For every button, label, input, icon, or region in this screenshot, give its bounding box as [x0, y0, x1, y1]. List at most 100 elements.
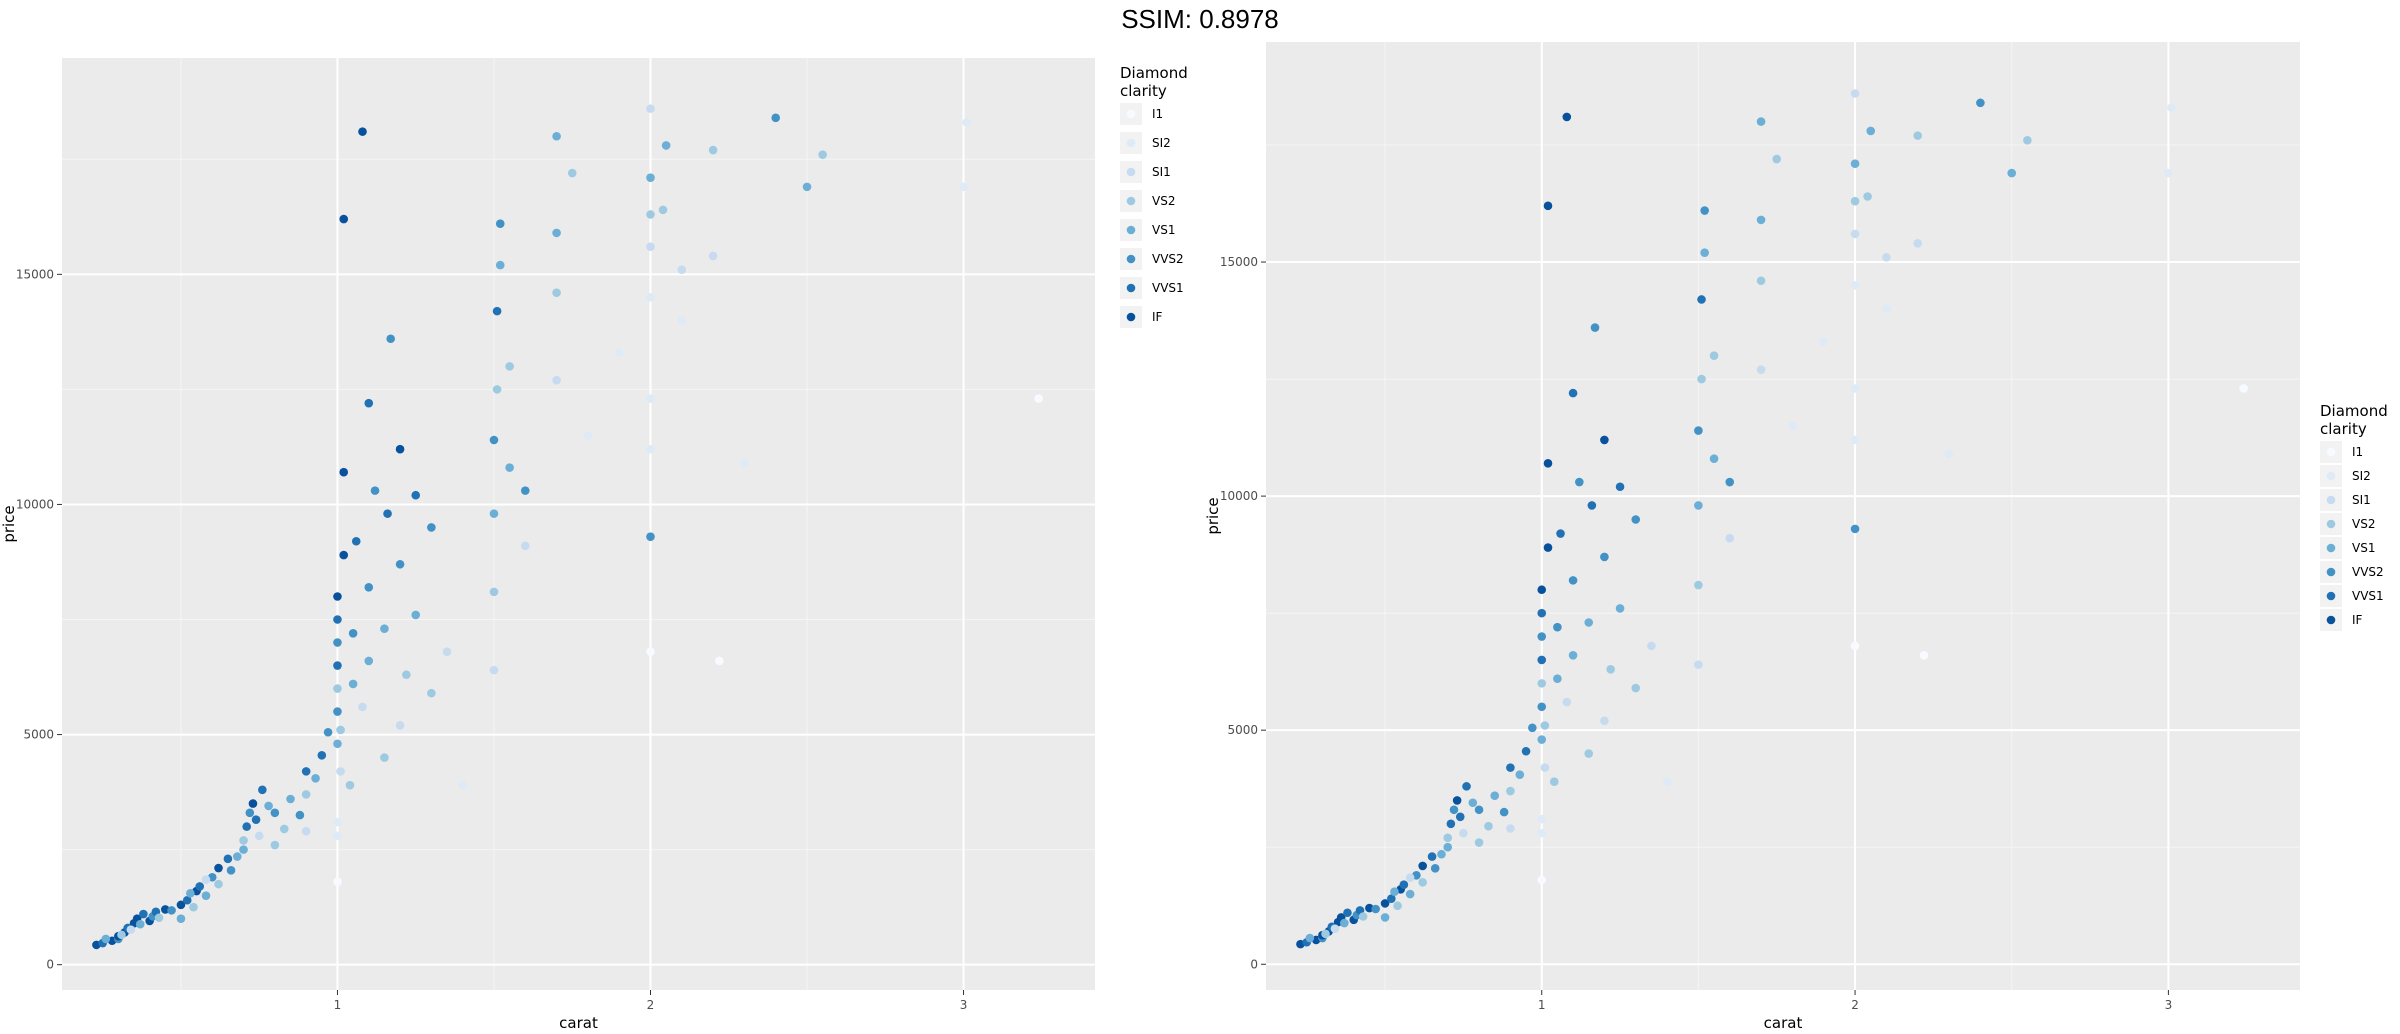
legend-label: VVS2 — [1152, 252, 1184, 266]
data-point — [818, 150, 827, 159]
data-point — [1537, 585, 1547, 595]
x-tick-label: 1 — [334, 998, 342, 1012]
data-point — [1399, 880, 1409, 889]
data-point — [1600, 552, 1609, 562]
data-point — [358, 702, 367, 712]
data-point — [264, 801, 273, 811]
data-point — [1850, 641, 1860, 651]
data-point — [333, 739, 342, 749]
data-point — [139, 909, 148, 919]
data-point — [583, 431, 593, 440]
data-point — [1568, 576, 1578, 585]
legend-swatch — [2326, 591, 2336, 601]
data-point — [251, 815, 261, 825]
data-point — [646, 532, 655, 541]
data-point — [1418, 861, 1427, 871]
data-point — [1537, 875, 1547, 885]
x-tick-label: 2 — [1851, 998, 1859, 1012]
data-point — [1034, 394, 1043, 403]
data-point — [386, 334, 395, 344]
y-axis-title: price — [1204, 497, 1222, 534]
data-point — [1850, 89, 1860, 98]
legend-title: Diamond — [2320, 402, 2388, 420]
data-point — [411, 610, 421, 620]
data-point — [1919, 650, 1929, 660]
data-point — [1709, 454, 1719, 463]
data-point — [348, 629, 358, 638]
data-point — [176, 914, 186, 923]
data-point — [959, 182, 968, 192]
legend-swatch — [1126, 312, 1136, 322]
data-point — [333, 638, 342, 647]
legend-label: VS1 — [2352, 541, 2375, 555]
data-point — [258, 785, 267, 795]
legend-label: SI2 — [1152, 136, 1171, 150]
data-point — [1380, 899, 1390, 908]
data-point — [195, 882, 205, 891]
legend-swatch — [2326, 543, 2336, 553]
data-point — [1631, 515, 1641, 524]
data-point — [489, 509, 499, 518]
data-point — [1697, 374, 1706, 384]
data-point — [1528, 723, 1537, 733]
data-point — [214, 863, 223, 873]
data-point — [1343, 908, 1352, 918]
legend-swatch — [1126, 225, 1136, 235]
data-point — [1913, 131, 1923, 140]
data-point — [1606, 665, 1615, 674]
data-point — [1462, 782, 1471, 791]
data-point — [395, 721, 405, 730]
data-point — [658, 205, 668, 215]
data-point — [1647, 641, 1656, 651]
data-point — [1380, 913, 1390, 922]
data-point — [1543, 543, 1553, 552]
data-point — [1305, 933, 1315, 943]
data-point — [364, 656, 374, 666]
data-point — [552, 288, 561, 298]
data-point — [1694, 501, 1703, 510]
data-point — [2167, 103, 2176, 112]
data-point — [1615, 604, 1625, 613]
y-tick-label: 15000 — [1220, 255, 1258, 269]
data-point — [317, 750, 327, 760]
data-point — [1694, 426, 1703, 435]
x-tick-label: 3 — [2165, 998, 2173, 1012]
data-point — [708, 251, 718, 261]
data-point — [1393, 901, 1402, 911]
data-point — [646, 104, 655, 113]
data-point — [383, 509, 392, 518]
data-point — [646, 647, 655, 657]
data-point — [1443, 833, 1453, 843]
data-point — [1515, 770, 1525, 779]
data-point — [1694, 580, 1703, 590]
y-tick-label: 15000 — [16, 267, 54, 281]
data-point — [301, 767, 311, 776]
data-point — [395, 444, 405, 454]
legend-swatch — [2326, 495, 2336, 505]
data-point — [1562, 112, 1572, 122]
data-point — [1587, 501, 1597, 510]
scatter-chart-left: 1 2 3 0 5000 10000 15000 carat price Diamondclari… — [0, 58, 1188, 1032]
legend-swatch — [1126, 167, 1136, 177]
x-axis-title: carat — [559, 1014, 598, 1032]
data-point — [333, 592, 342, 601]
data-point — [214, 879, 223, 889]
data-point — [395, 559, 405, 569]
data-point — [333, 661, 342, 670]
data-point — [1553, 622, 1562, 632]
y-tick-label: 10000 — [16, 497, 54, 511]
data-point — [333, 817, 342, 827]
data-point — [2164, 168, 2173, 178]
data-point — [1882, 304, 1891, 314]
data-point — [1850, 196, 1860, 206]
legend-label: SI1 — [2352, 493, 2371, 507]
x-tick-label: 1 — [1538, 998, 1546, 1012]
data-point — [189, 902, 198, 912]
legend-swatch — [1126, 283, 1136, 293]
data-point — [802, 182, 812, 192]
data-point — [489, 435, 499, 445]
data-point — [505, 362, 514, 371]
data-point — [201, 891, 211, 900]
